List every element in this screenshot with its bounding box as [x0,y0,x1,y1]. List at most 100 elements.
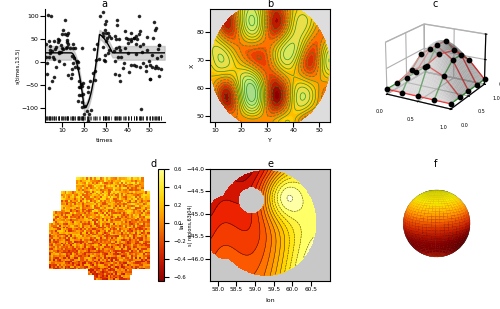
Point [70,203,78,208]
Point [120,178,128,183]
Point [58,253,66,258]
Point [101,206,109,211]
Point [132,235,140,240]
Point [68,196,76,201]
Point [142,226,150,231]
Point [105,217,113,222]
Point [48,237,56,242]
Point [82,217,90,222]
Point [111,233,119,238]
Point [144,201,152,206]
Point [91,68,99,73]
Point [64,224,72,229]
Point [115,239,123,243]
Point [54,239,62,243]
Point [64,240,72,245]
Point [88,205,96,210]
Point [94,235,102,240]
Point [96,242,104,247]
Point [96,244,104,249]
Point [74,194,82,199]
Point [48,242,56,247]
Point [70,256,78,261]
Point [140,246,148,251]
Point [72,205,80,210]
Point [105,251,113,256]
Point [84,231,92,236]
Point [119,231,127,236]
Point [115,273,123,277]
Point [94,273,102,277]
Point [140,260,148,265]
Point [88,242,96,247]
Point [113,246,121,251]
Point [98,251,106,256]
Point [56,210,64,215]
Point [46,264,54,269]
Point [80,248,88,252]
Point [117,188,125,193]
Point [86,255,94,260]
Point [117,214,125,218]
Point [92,180,100,184]
Point [122,212,130,217]
Point [82,248,90,252]
Point [76,188,84,193]
Point [68,67,76,72]
Point [140,219,148,224]
Point [115,188,123,193]
Point [134,206,142,211]
Point [99,212,107,217]
Point [140,244,148,249]
Point [109,276,117,281]
Point [84,118,92,123]
Point [113,244,121,249]
Point [101,197,109,202]
Point [88,253,96,258]
Point [103,226,111,231]
Point [117,228,125,233]
Point [107,192,115,197]
Point [152,65,160,70]
Point [90,197,98,202]
Point [144,240,152,245]
Point [142,260,150,265]
Point [96,14,104,19]
Point [90,269,98,274]
Point [92,231,100,236]
Point [103,205,111,210]
Point [113,222,121,227]
Point [52,265,60,270]
Point [124,221,132,226]
Point [117,210,125,215]
Point [52,244,60,249]
Point [120,219,128,224]
Point [54,237,62,242]
Point [107,274,115,279]
Point [90,240,98,245]
Point [109,228,117,233]
Point [103,224,111,229]
Point [138,265,146,270]
Point [60,214,68,218]
Point [74,205,82,210]
Point [52,44,60,49]
Point [111,235,119,240]
Point [82,222,90,227]
Point [84,192,92,197]
Point [115,258,123,263]
Point [140,226,148,231]
Point [124,244,132,249]
Point [74,206,82,211]
Point [62,194,70,199]
Point [98,222,106,227]
Point [124,239,132,243]
Point [120,231,128,236]
Point [126,246,134,251]
Point [84,208,92,213]
Point [105,199,113,204]
Point [144,224,152,229]
Point [120,256,128,261]
Point [107,240,115,245]
Point [132,188,140,193]
